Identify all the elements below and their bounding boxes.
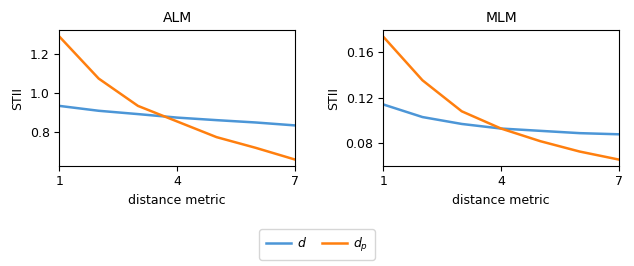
X-axis label: distance metric: distance metric bbox=[452, 194, 550, 207]
Title: MLM: MLM bbox=[485, 11, 517, 25]
X-axis label: distance metric: distance metric bbox=[129, 194, 226, 207]
Title: ALM: ALM bbox=[163, 11, 192, 25]
Y-axis label: STII: STII bbox=[11, 87, 24, 110]
Legend: $d$, $d_p$: $d$, $d_p$ bbox=[259, 229, 375, 260]
Y-axis label: STII: STII bbox=[327, 87, 340, 110]
